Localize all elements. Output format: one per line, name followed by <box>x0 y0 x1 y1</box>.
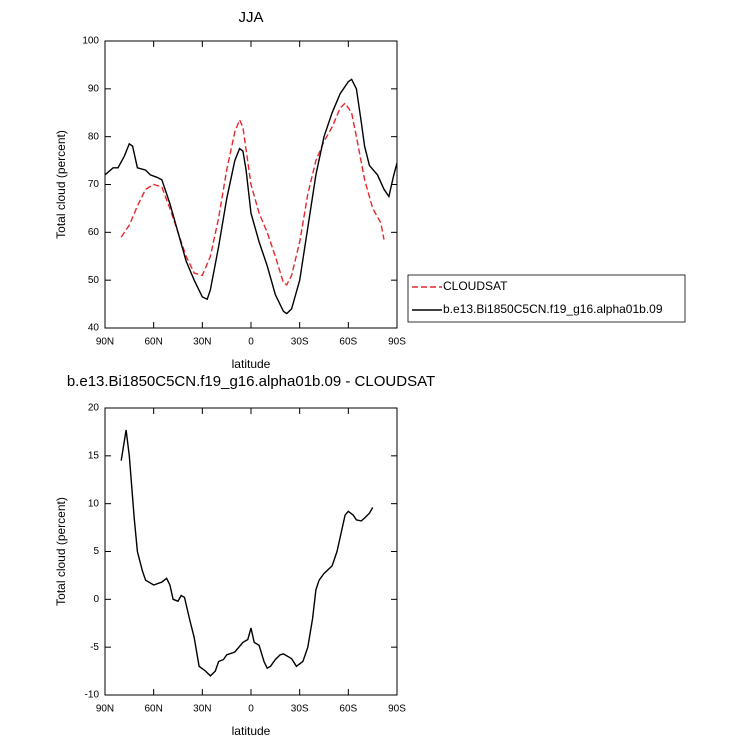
y-tick-label: 60 <box>88 227 100 238</box>
data-line <box>120 429 374 677</box>
x-tick-label: 30N <box>193 337 211 348</box>
y-tick-label: 40 <box>88 323 100 334</box>
y-tick-label: 80 <box>88 131 100 142</box>
x-tick-label: 90S <box>388 337 406 348</box>
y-axis-label: Total cloud (percent) <box>54 130 68 239</box>
x-axis-label: latitude <box>232 357 271 371</box>
y-tick-label: -10 <box>85 690 100 701</box>
chart-title: b.e13.Bi1850C5CN.f19_g16.alpha01b.09 - C… <box>67 373 435 390</box>
x-tick-label: 30N <box>193 704 211 715</box>
x-axis-label: latitude <box>232 724 271 738</box>
y-tick-label: 70 <box>88 179 100 190</box>
legend-box <box>407 274 686 323</box>
y-tick-label: 10 <box>88 498 100 509</box>
y-axis-label: Total cloud (percent) <box>54 497 68 606</box>
x-tick-label: 0 <box>248 704 254 715</box>
x-tick-label: 60S <box>339 337 357 348</box>
x-tick-label: 30S <box>291 337 309 348</box>
chart-title: JJA <box>238 9 263 26</box>
plot-frame <box>104 40 398 329</box>
x-tick-label: 60N <box>144 337 162 348</box>
y-tick-label: -5 <box>90 642 99 653</box>
x-tick-label: 90N <box>96 337 114 348</box>
x-tick-label: 90N <box>96 704 114 715</box>
data-line <box>104 78 398 315</box>
y-tick-label: 0 <box>93 594 99 605</box>
y-tick-label: 100 <box>82 36 99 47</box>
y-tick-label: 20 <box>88 403 100 414</box>
legend-label: b.e13.Bi1850C5CN.f19_g16.alpha01b.09 <box>443 302 663 316</box>
y-tick-label: 90 <box>88 83 100 94</box>
x-tick-label: 90S <box>388 704 406 715</box>
plot-frame <box>104 407 398 696</box>
data-line <box>120 102 385 286</box>
y-tick-label: 50 <box>88 275 100 286</box>
legend-label: CLOUDSAT <box>443 279 508 293</box>
x-tick-label: 30S <box>291 704 309 715</box>
x-tick-label: 60S <box>339 704 357 715</box>
x-tick-label: 0 <box>248 337 254 348</box>
y-tick-label: 15 <box>88 450 100 461</box>
x-tick-label: 60N <box>144 704 162 715</box>
y-tick-label: 5 <box>93 546 99 557</box>
